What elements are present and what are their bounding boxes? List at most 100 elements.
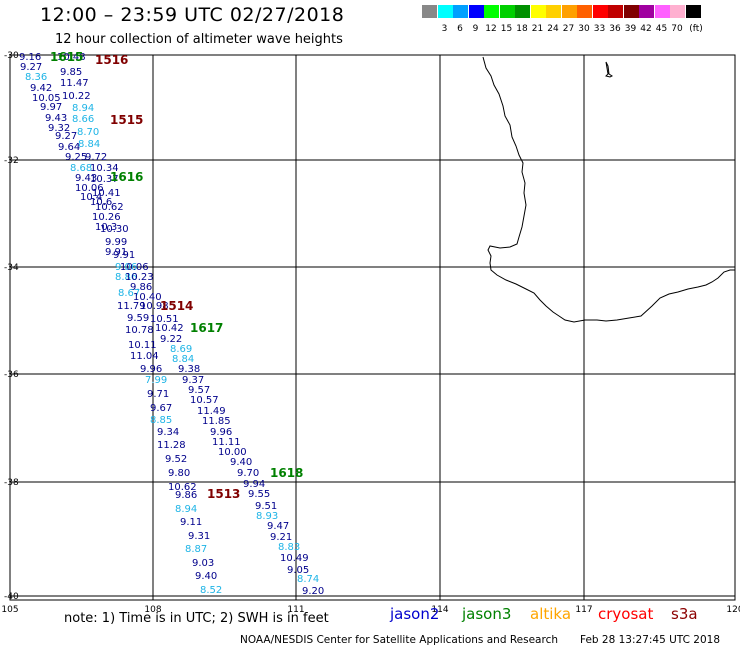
wave-height-value: 8.93 — [256, 511, 278, 522]
latitude-label: -38 — [4, 478, 19, 488]
wave-height-value: 9.52 — [165, 454, 187, 465]
wave-height-value: 9.43 — [75, 173, 97, 184]
pass-number-label: 1615 — [50, 50, 83, 64]
longitude-label: 120 — [726, 605, 740, 615]
wave-height-value: 9.21 — [270, 532, 292, 543]
page-subtitle: 12 hour collection of altimeter wave hei… — [55, 32, 343, 47]
wave-height-value: 10.06 — [120, 262, 149, 273]
wave-height-value: 9.11 — [180, 517, 202, 528]
pass-number-label: 1514 — [160, 299, 193, 313]
wave-height-value: 9.22 — [160, 334, 182, 345]
wave-height-value: 9.72 — [85, 152, 107, 163]
wave-height-value: 8.87 — [185, 544, 207, 555]
legend-label: 15 — [500, 24, 513, 34]
legend-swatch — [592, 5, 608, 18]
legend-swatch — [499, 5, 515, 18]
wave-height-value: 9.96 — [140, 364, 162, 375]
satellite-name: cryosat — [598, 605, 654, 623]
latitude-label: -40 — [4, 592, 19, 602]
legend-label: 27 — [562, 24, 575, 34]
legend-swatch — [561, 5, 577, 18]
island-outline — [605, 61, 613, 78]
wave-height-value: 10.11 — [128, 340, 157, 351]
satellite-name: s3a — [671, 605, 698, 623]
wave-height-value: 11.79 — [117, 301, 146, 312]
wave-height-value: 11.28 — [157, 440, 186, 451]
legend-label: 36 — [609, 24, 621, 34]
wave-height-value: 9.94 — [243, 479, 265, 490]
footer-note: note: 1) Time is in UTC; 2) SWH is in fe… — [64, 611, 329, 626]
wave-height-value: 10.37 — [90, 174, 119, 185]
wave-height-value: 8.68 — [70, 163, 92, 174]
wave-height-value: 9.85 — [60, 67, 82, 78]
wave-height-value: 10.62 — [168, 482, 197, 493]
longitude-label: 108 — [144, 605, 161, 615]
legend-swatch — [577, 5, 592, 18]
wave-height-value: 10.51 — [150, 314, 179, 325]
wave-height-value: 10.6 — [90, 197, 112, 208]
pass-labels: 1615 1516 1515 1616 1514 1617 1618 1513 — [50, 50, 303, 501]
legend-label: 3 — [441, 24, 448, 34]
wave-height-value: 10.98 — [140, 301, 169, 312]
wave-height-value: 9.86 — [175, 490, 197, 501]
legend-swatch — [670, 5, 685, 18]
wave-height-value: 10.34 — [90, 163, 119, 174]
legend-label: 21 — [531, 24, 544, 34]
legend-swatch — [453, 5, 468, 18]
wave-height-value: 9.42 — [30, 83, 52, 94]
wave-height-value: 10.22 — [62, 91, 91, 102]
legend-label: 42 — [640, 24, 652, 34]
wave-height-value: 9.70 — [237, 468, 259, 479]
latitude-label: -36 — [4, 370, 19, 380]
wave-height-value: 9.96 — [210, 427, 232, 438]
wave-height-value: 9.57 — [188, 385, 210, 396]
wave-height-value: 8.85 — [150, 415, 172, 426]
wave-height-value: 11.11 — [212, 437, 241, 448]
wave-height-value: 11.47 — [60, 78, 89, 89]
page-title: 12:00 – 23:59 UTC 02/27/2018 — [40, 4, 345, 26]
wave-height-value: 9.91 — [105, 247, 127, 258]
wave-height-value: 9.31 — [188, 531, 210, 542]
coastline-australia — [482, 56, 735, 323]
wave-height-value: 10.05 — [32, 93, 61, 104]
wave-height-value: 9.34 — [157, 427, 179, 438]
legend-swatch — [685, 5, 701, 18]
wave-height-value: 8.94 — [175, 504, 197, 515]
wave-height-value: 8.74 — [297, 574, 319, 585]
wave-height-value: 9.43 — [45, 113, 67, 124]
wave-height-value: 9.05 — [287, 565, 309, 576]
legend-swatch — [546, 5, 561, 18]
wave-height-value: 9.37 — [182, 375, 204, 386]
wave-height-value: 10.23 — [125, 272, 154, 283]
wave-height-value: 9.64 — [58, 142, 80, 153]
wave-height-value: 9.40 — [195, 571, 217, 582]
wave-height-value: 9.51 — [255, 501, 277, 512]
footer-credit: NOAA/NESDIS Center for Satellite Applica… — [240, 634, 558, 646]
legend-label: 6 — [457, 24, 463, 34]
legend-swatch — [623, 5, 639, 18]
wave-height-value: 10.30 — [100, 224, 129, 235]
wave-height-value: 8.36 — [25, 72, 47, 83]
wave-height-value: 11.04 — [130, 351, 159, 362]
legend-swatch — [608, 5, 623, 18]
wave-height-value: 7.99 — [145, 375, 167, 386]
map-grid — [9, 54, 736, 600]
pass-number-label: 1513 — [207, 487, 240, 501]
legend-label: 39 — [624, 24, 637, 34]
latitude-labels: -30 -32 -34 -36 -38 -40 — [4, 51, 19, 602]
wave-height-value: 10.26 — [92, 212, 121, 223]
wave-height-value: 9.38 — [178, 364, 200, 375]
satellite-name: jason2 — [390, 605, 440, 623]
wave-height-value: 9.67 — [150, 403, 172, 414]
pass-number-label: 1516 — [95, 53, 128, 67]
wave-height-value: 8.67 — [118, 288, 140, 299]
longitude-labels: 105 108 111 114 117 120 — [1, 605, 740, 615]
wave-height-value: 9.16 — [19, 52, 41, 63]
wave-height-value: 8.84 — [78, 139, 100, 150]
wave-height-value: 8.66 — [72, 114, 94, 125]
wave-height-value: 8.70 — [77, 127, 99, 138]
wave-height-value: 8.84 — [172, 354, 194, 365]
legend-label: 70 — [671, 24, 683, 34]
legend-swatch — [468, 5, 484, 18]
wave-height-value: 10.57 — [190, 395, 219, 406]
